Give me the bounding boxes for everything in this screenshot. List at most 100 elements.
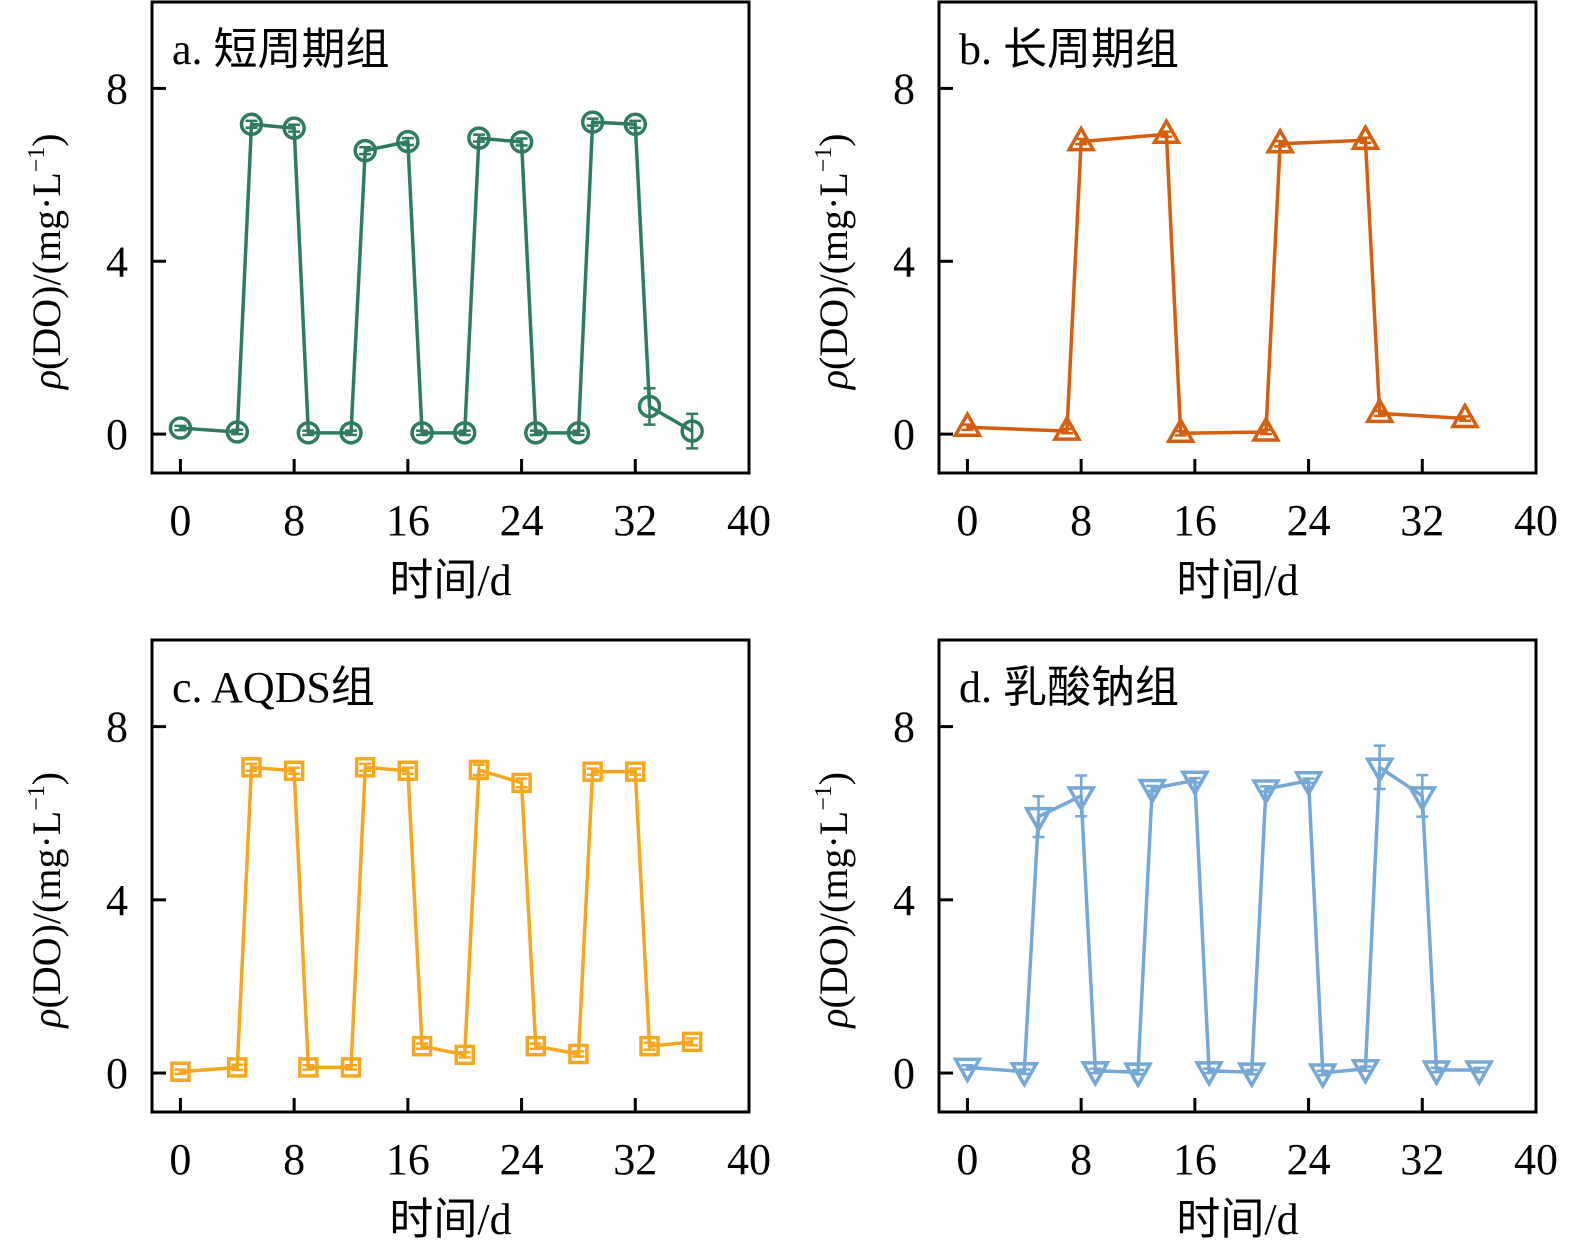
- x-tick-label: 0: [169, 1135, 191, 1184]
- data-point: [1179, 770, 1210, 797]
- data-point: [1137, 778, 1168, 806]
- data-point: [1151, 117, 1182, 144]
- y-tick-label: 4: [893, 237, 915, 286]
- data-point: [568, 1043, 589, 1065]
- ylabel-rho: ρ: [24, 1009, 69, 1030]
- data-point: [525, 1035, 547, 1057]
- panel-title: d. 乳酸钠组: [959, 663, 1179, 712]
- data-point: [637, 387, 662, 426]
- data-point: [1350, 1058, 1381, 1086]
- ylabel-close: ): [24, 772, 69, 785]
- circle-marker: [566, 421, 591, 445]
- ylabel-rho: ρ: [24, 370, 69, 391]
- panel-title: c. AQDS组: [172, 663, 375, 712]
- data-point: [625, 761, 646, 782]
- triangle-up-marker: [1066, 125, 1097, 152]
- triangle-up-marker: [1364, 396, 1395, 424]
- triangle-down-marker: [1307, 1063, 1338, 1090]
- data-point: [396, 129, 420, 154]
- square-marker: [454, 1044, 475, 1066]
- data-point: [1307, 1063, 1338, 1090]
- triangle-down-marker: [952, 1057, 983, 1084]
- data-point: [524, 421, 548, 445]
- square-marker: [241, 757, 262, 778]
- circle-marker: [282, 116, 306, 140]
- triangle-up-marker: [1265, 127, 1296, 154]
- ylabel-units: (DO)/(mg·L: [811, 172, 856, 370]
- ylabel-superscript: −1: [811, 785, 837, 811]
- circle-marker: [509, 130, 534, 154]
- y-tick-label: 4: [106, 237, 128, 286]
- data-point: [1407, 773, 1438, 818]
- data-point: [1449, 402, 1480, 429]
- x-tick-label: 8: [1070, 496, 1092, 545]
- x-tick-label: 0: [956, 496, 978, 545]
- data-point: [1364, 744, 1395, 791]
- square-marker: [568, 1043, 589, 1065]
- x-tick-label: 8: [283, 496, 305, 545]
- x-tick-label: 16: [1173, 496, 1217, 545]
- y-tick-label: 0: [106, 1049, 128, 1098]
- series-line: [967, 132, 1466, 435]
- y-axis-title: ρ(DO)/(mg·L−1): [811, 133, 856, 391]
- data-point: [452, 421, 477, 445]
- panel-a: 0 4 8 0 8 16 24 32 40 时间/d ρ(DO)/(mg·L−1) a. 短周期组: [24, 0, 771, 605]
- circle-marker: [637, 394, 662, 419]
- ylabel-units: (DO)/(mg·L: [24, 811, 69, 1009]
- triangle-down-marker: [1464, 1060, 1495, 1087]
- triangle-up-marker: [1051, 414, 1082, 441]
- square-marker: [170, 1061, 191, 1082]
- series-line: [180, 120, 694, 435]
- triangle-down-marker: [1009, 1061, 1040, 1089]
- data-point: [410, 421, 434, 445]
- x-tick-label: 32: [613, 1135, 657, 1184]
- square-marker: [340, 1057, 362, 1078]
- data-point: [582, 761, 603, 782]
- data-point: [354, 757, 376, 778]
- data-point: [681, 1031, 703, 1053]
- circle-marker: [239, 112, 264, 137]
- triangle-up-marker: [1165, 416, 1196, 443]
- square-marker: [283, 760, 305, 782]
- triangle-up-marker: [1250, 415, 1281, 442]
- circle-marker: [680, 419, 704, 443]
- data-point: [1080, 1061, 1111, 1088]
- data-point: [509, 130, 534, 154]
- data-point: [1293, 770, 1324, 798]
- circle-marker: [410, 421, 434, 445]
- data-point: [639, 1035, 660, 1057]
- data-point: [340, 1057, 362, 1078]
- x-tick-label: 16: [386, 496, 430, 545]
- data-point: [1236, 1062, 1267, 1089]
- data-point: [227, 1057, 248, 1078]
- x-tick-label: 16: [1173, 1135, 1217, 1184]
- x-tick-label: 32: [1400, 1135, 1444, 1184]
- triangle-down-marker: [1421, 1060, 1452, 1087]
- triangle-down-marker: [1137, 778, 1168, 806]
- y-tick-label: 4: [106, 876, 128, 925]
- square-marker: [639, 1035, 660, 1057]
- data-point: [1122, 1062, 1154, 1089]
- data-point: [1165, 416, 1196, 443]
- data-point: [225, 420, 250, 444]
- x-tick-label: 8: [1070, 1135, 1092, 1184]
- triangle-down-marker: [1023, 806, 1054, 834]
- y-tick-label: 4: [893, 876, 915, 925]
- data-point: [239, 112, 264, 137]
- data-point: [1464, 1060, 1495, 1087]
- data-point: [680, 412, 704, 450]
- triangle-down-marker: [1122, 1062, 1154, 1089]
- x-tick-label: 24: [1287, 496, 1331, 545]
- square-marker: [354, 757, 376, 778]
- circle-marker: [296, 421, 321, 445]
- data-point: [566, 421, 591, 445]
- triangle-down-marker: [1236, 1062, 1267, 1089]
- plot-frame: [937, 638, 1538, 1114]
- data-point: [298, 1057, 319, 1078]
- triangle-down-marker: [1407, 786, 1438, 813]
- triangle-down-marker: [1364, 757, 1395, 784]
- data-point: [353, 138, 377, 163]
- data-point: [1194, 1061, 1225, 1088]
- panel-title: b. 长周期组: [959, 25, 1179, 74]
- triangle-down-marker: [1350, 1058, 1381, 1086]
